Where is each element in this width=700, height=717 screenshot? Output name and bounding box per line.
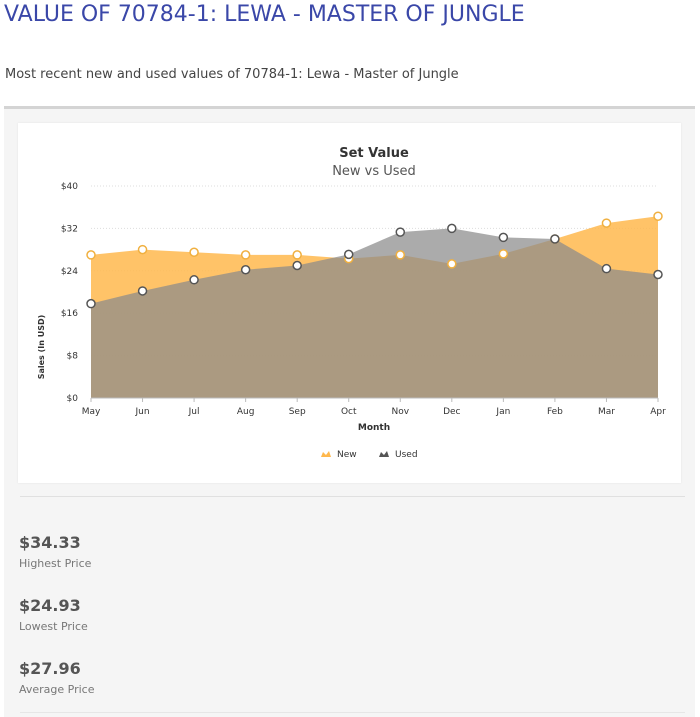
x-tick-label: Jul xyxy=(188,407,200,417)
area-used xyxy=(91,228,658,398)
value-panel: $0 $8 $16 $24 $32 $40 May Jun Jul Aug Sep Oct Nov Dec… xyxy=(4,106,695,717)
y-tick-label: $16 xyxy=(61,309,78,319)
point-used[interactable] xyxy=(189,275,199,285)
x-tick-label: Jan xyxy=(495,407,510,417)
legend-icon-used xyxy=(379,451,389,457)
legend-icon-new xyxy=(321,451,331,457)
set-value-chart: $0 $8 $16 $24 $32 $40 May Jun Jul Aug Sep Oct Nov Dec… xyxy=(37,146,666,460)
point-used[interactable] xyxy=(550,234,560,244)
x-tick-label: Mar xyxy=(598,407,615,417)
lowest-price-label: Lowest Price xyxy=(19,620,88,633)
y-tick-label: $40 xyxy=(61,182,78,192)
stats-divider xyxy=(20,496,685,497)
point-new[interactable] xyxy=(292,250,302,260)
x-axis-label: Month xyxy=(358,423,390,433)
point-new[interactable] xyxy=(395,250,406,260)
point-new[interactable] xyxy=(447,259,457,269)
x-tick-label: Nov xyxy=(391,407,409,417)
point-used[interactable] xyxy=(240,264,251,275)
x-tick-label: Apr xyxy=(650,407,666,417)
legend-label-used[interactable]: Used xyxy=(395,450,418,460)
point-used[interactable] xyxy=(395,227,406,237)
x-tick-label: Sep xyxy=(289,407,306,417)
point-used[interactable] xyxy=(447,223,457,234)
average-price-value: $27.96 xyxy=(19,659,81,678)
point-used[interactable] xyxy=(86,298,96,309)
y-axis-label: Sales (In USD) xyxy=(37,315,46,380)
point-new[interactable] xyxy=(601,218,612,228)
chart-subtitle: New vs Used xyxy=(332,164,416,179)
point-new[interactable] xyxy=(137,244,148,255)
point-used[interactable] xyxy=(498,232,509,243)
x-tick-label: May xyxy=(82,407,101,417)
highest-price-value: $34.33 xyxy=(19,533,81,552)
point-new[interactable] xyxy=(240,250,251,260)
x-tick-label: Oct xyxy=(341,407,357,417)
point-used[interactable] xyxy=(653,269,663,280)
page-title: VALUE OF 70784-1: LEWA - MASTER OF JUNGL… xyxy=(4,2,525,27)
x-tick-label: Aug xyxy=(237,407,255,417)
point-new[interactable] xyxy=(498,249,509,259)
point-new[interactable] xyxy=(653,211,663,221)
y-tick-label: $8 xyxy=(67,352,79,362)
y-tick-label: $24 xyxy=(61,267,78,277)
x-tick-label: Feb xyxy=(547,407,563,417)
point-used[interactable] xyxy=(601,263,612,274)
x-tick-label: Dec xyxy=(443,407,460,417)
point-new[interactable] xyxy=(189,247,199,257)
chart-card: $0 $8 $16 $24 $32 $40 May Jun Jul Aug Sep Oct Nov Dec… xyxy=(18,123,681,483)
point-new[interactable] xyxy=(86,250,96,260)
highest-price-label: Highest Price xyxy=(19,557,92,570)
y-tick-label: $0 xyxy=(67,394,79,404)
average-price-label: Average Price xyxy=(19,683,95,696)
page-subtitle: Most recent new and used values of 70784… xyxy=(5,67,459,82)
x-tick-label: Jun xyxy=(135,407,150,417)
chart-title: Set Value xyxy=(339,146,409,161)
lowest-price-value: $24.93 xyxy=(19,596,81,615)
point-used[interactable] xyxy=(292,260,302,271)
y-tick-label: $32 xyxy=(61,224,78,234)
point-used[interactable] xyxy=(137,286,148,296)
point-used[interactable] xyxy=(343,249,354,260)
legend-label-new[interactable]: New xyxy=(337,450,357,460)
bottom-divider xyxy=(20,712,685,713)
